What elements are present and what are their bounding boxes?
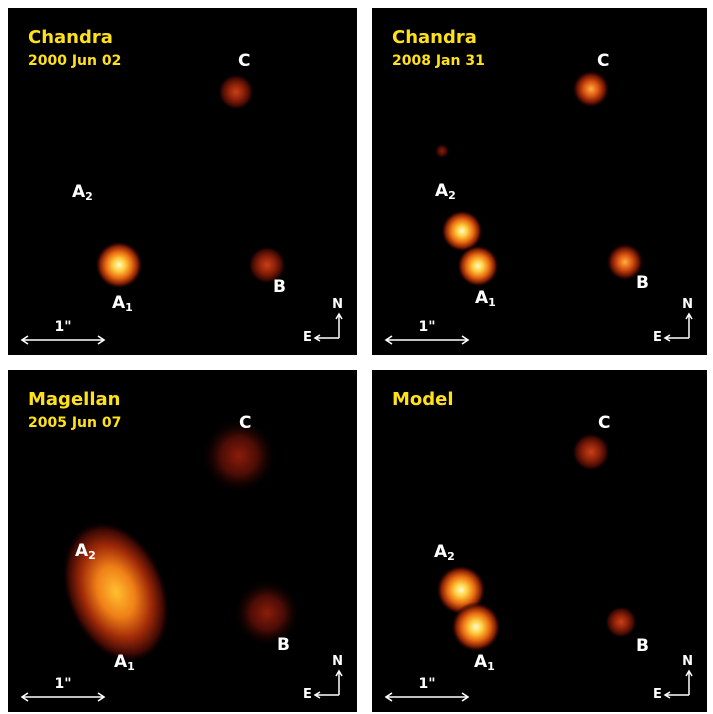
scale-arrow-icon	[384, 692, 470, 702]
source-a2-blob	[441, 210, 483, 252]
panel-model: Model C A2 A1 B 1" N E	[372, 370, 707, 712]
source-b-blob	[605, 606, 637, 638]
compass-east: E	[653, 687, 662, 702]
compass-north: N	[682, 654, 693, 669]
scale-bar: 1"	[384, 319, 470, 345]
compass-east: E	[653, 330, 662, 345]
scale-arrow-icon	[20, 335, 106, 345]
source-b-blob	[248, 246, 286, 284]
label-c: C	[598, 413, 611, 433]
source-b-blob	[606, 243, 644, 281]
label-b: B	[636, 636, 649, 656]
panel-title: Chandra	[28, 27, 113, 48]
compass-arrows-icon	[663, 312, 693, 342]
label-b: B	[273, 277, 286, 297]
scale-arrow-icon	[384, 335, 470, 345]
scale-arrow-icon	[20, 692, 106, 702]
label-b: B	[277, 635, 290, 655]
compass-arrows-icon	[663, 669, 693, 699]
label-c: C	[239, 413, 252, 433]
label-a2: A2	[72, 182, 93, 203]
scale-label: 1"	[418, 319, 436, 335]
scale-label: 1"	[54, 676, 72, 692]
panel-chandra-2000: Chandra 2000 Jun 02 C A2 A1 B 1" N E	[8, 8, 357, 355]
scale-bar: 1"	[384, 676, 470, 702]
label-a1: A1	[114, 652, 135, 673]
source-a-merged-blob	[61, 520, 171, 664]
panel-magellan-2005: Magellan 2005 Jun 07 C A2 A1 B 1" N E	[8, 370, 357, 712]
source-a1-blob	[457, 245, 499, 287]
label-a2: A2	[435, 181, 456, 202]
panel-title: Magellan	[28, 389, 121, 410]
compass-arrows-icon	[313, 312, 343, 342]
compass: N E	[653, 297, 695, 345]
image-sources	[61, 418, 301, 664]
panel-chandra-2008: Chandra 2008 Jan 31 C A2 A1 B 1" N E	[372, 8, 707, 355]
scale-bar: 1"	[20, 319, 106, 345]
panel-title: Model	[392, 389, 454, 410]
panel-date: 2000 Jun 02	[28, 53, 122, 69]
compass-east: E	[303, 330, 312, 345]
image-sources	[434, 70, 644, 287]
compass: N E	[653, 654, 695, 702]
label-b: B	[636, 273, 649, 293]
label-a1: A1	[112, 293, 133, 314]
label-c: C	[238, 51, 251, 71]
image-sources	[95, 74, 286, 289]
source-b-blob	[233, 579, 301, 647]
label-a2: A2	[434, 542, 455, 563]
panel-date: 2008 Jan 31	[392, 53, 485, 69]
compass-north: N	[332, 297, 343, 312]
source-a1-blob	[95, 241, 143, 289]
compass-north: N	[682, 297, 693, 312]
image-sources	[436, 433, 637, 652]
source-c-blob	[218, 74, 254, 110]
scale-label: 1"	[54, 319, 72, 335]
panel-title: Chandra	[392, 27, 477, 48]
compass-arrows-icon	[313, 669, 343, 699]
source-c-blob	[572, 433, 610, 471]
source-c-blob	[201, 418, 277, 494]
label-a1: A1	[474, 652, 495, 673]
scale-bar: 1"	[20, 676, 106, 702]
scale-label: 1"	[418, 676, 436, 692]
compass: N E	[303, 654, 345, 702]
source-a1-blob	[451, 602, 501, 652]
compass: N E	[303, 297, 345, 345]
label-a1: A1	[475, 288, 496, 309]
compass-north: N	[332, 654, 343, 669]
label-a2: A2	[75, 541, 96, 562]
source-c-blob	[572, 70, 610, 108]
faint-source-blob	[434, 143, 450, 159]
compass-east: E	[303, 687, 312, 702]
panel-date: 2005 Jun 07	[28, 415, 122, 431]
label-c: C	[597, 51, 610, 71]
